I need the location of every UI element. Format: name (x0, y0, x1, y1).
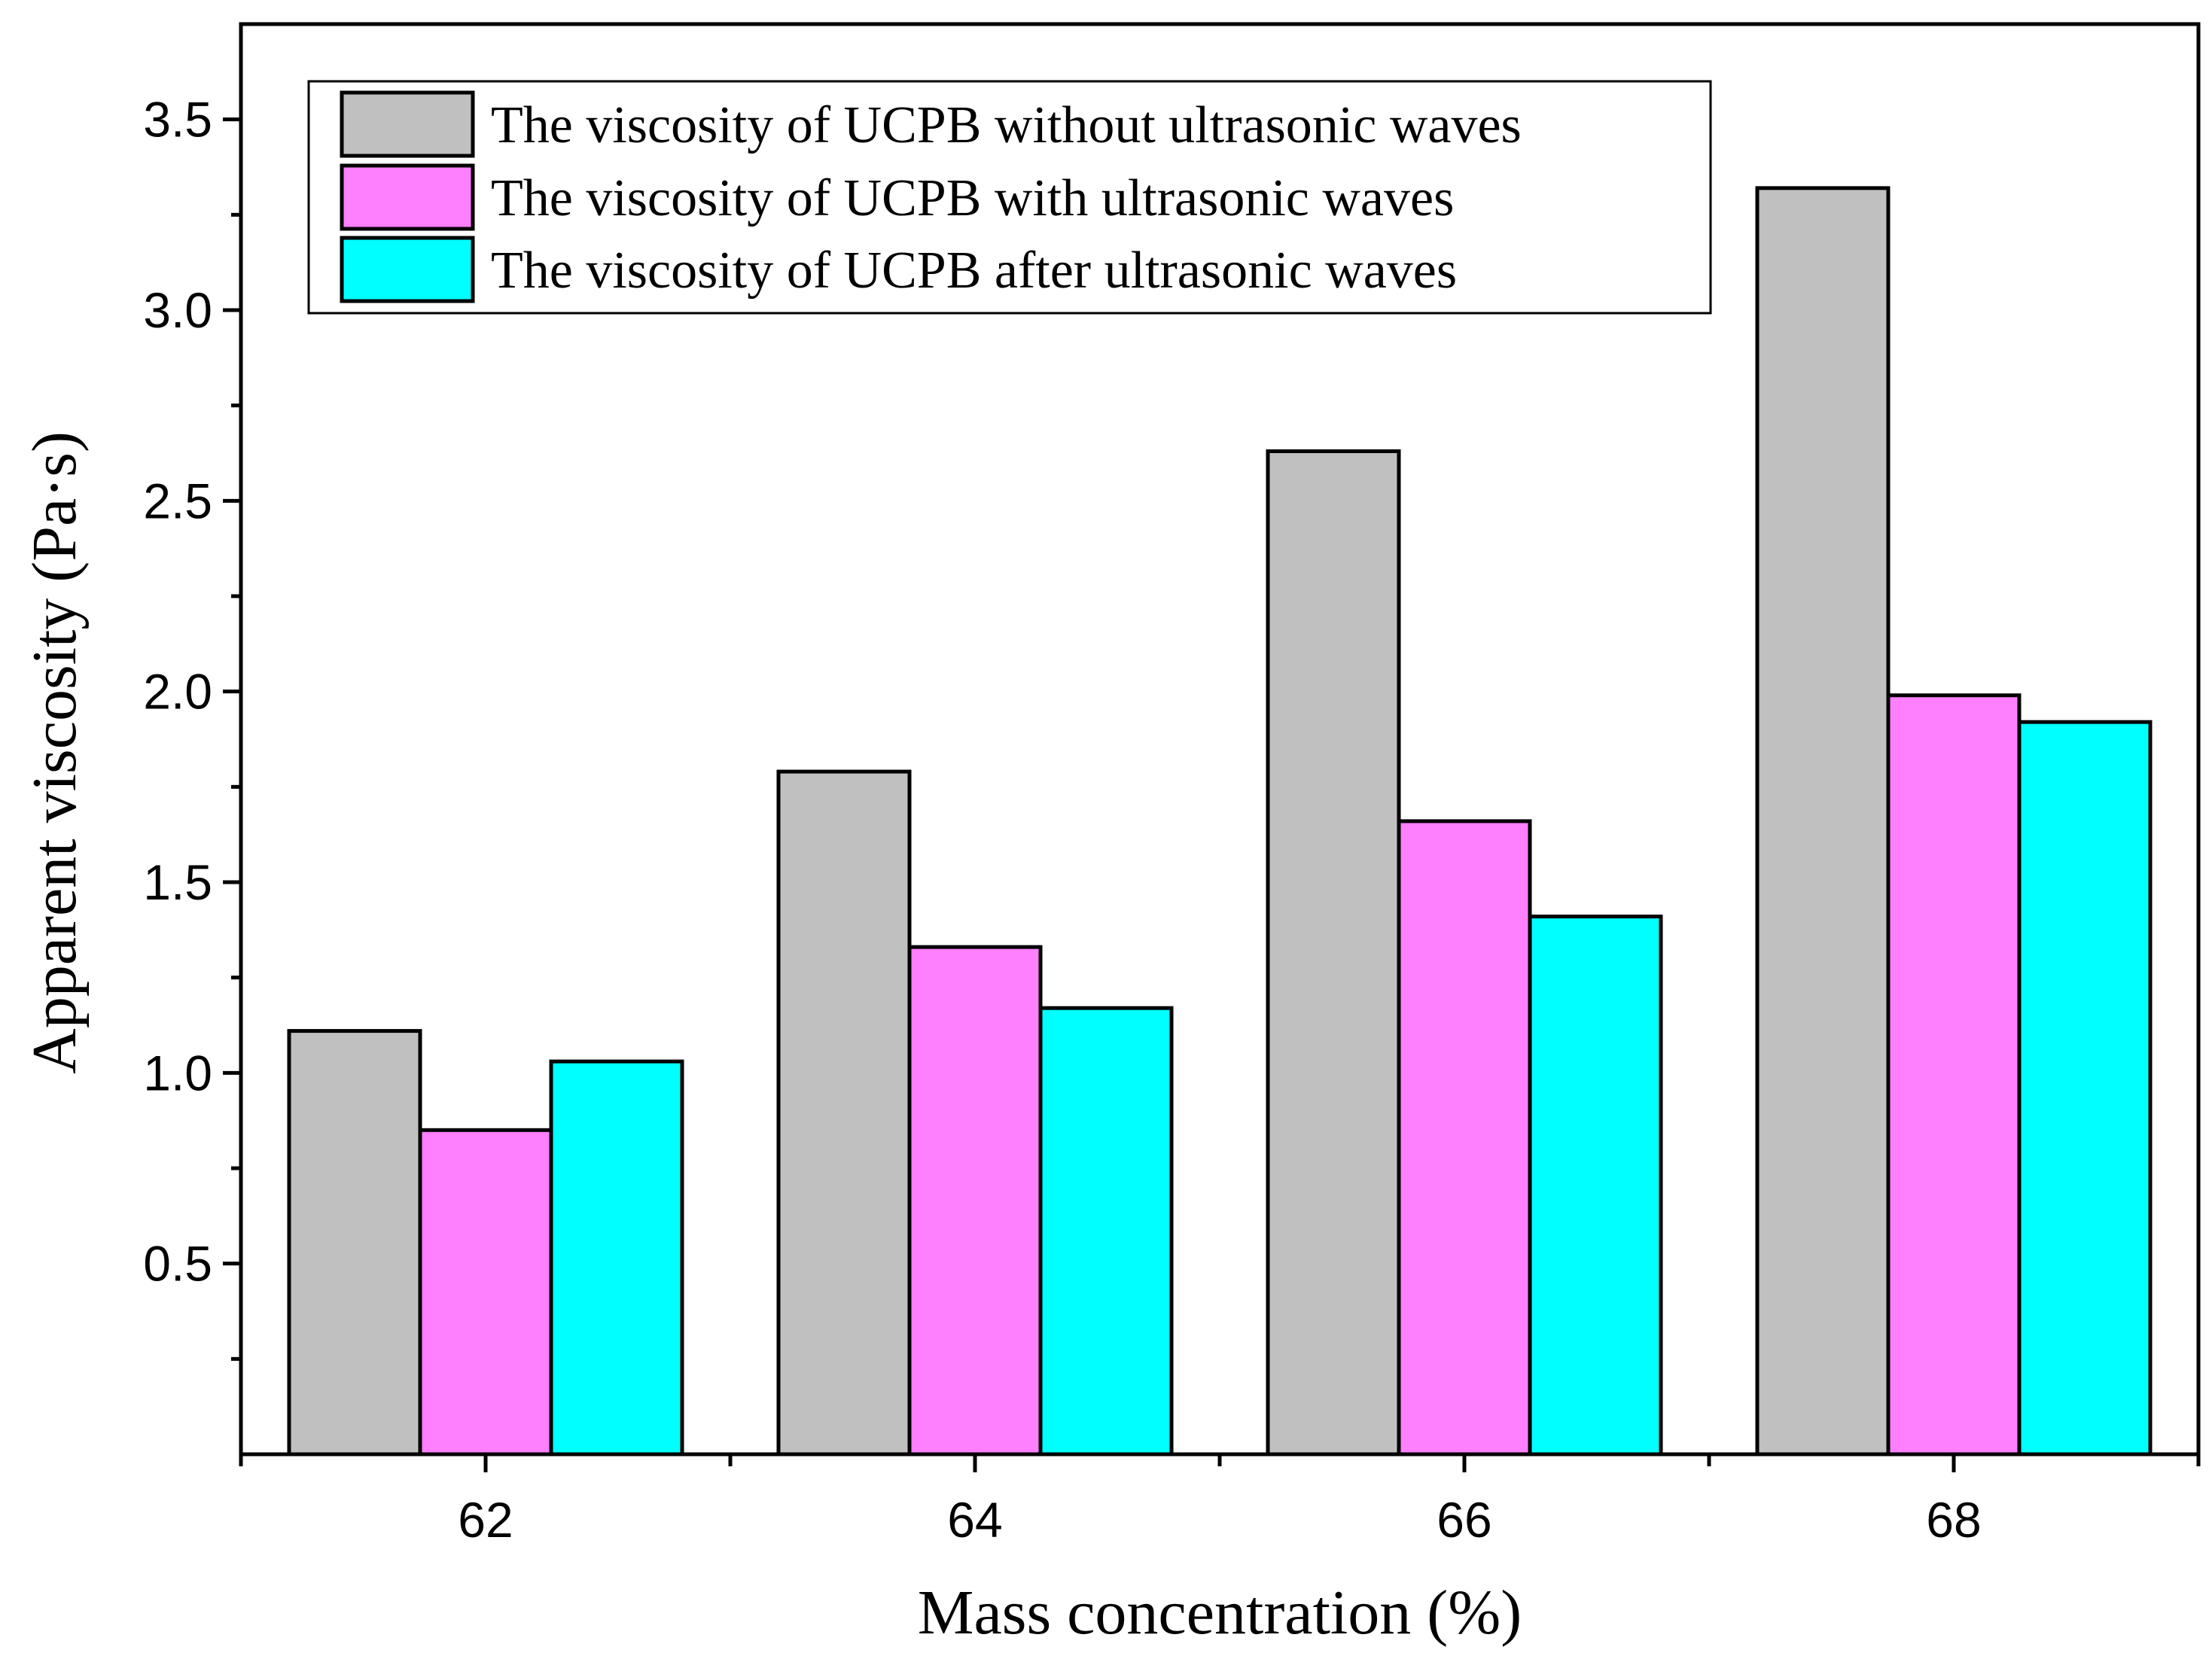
x-tick-label: 66 (1437, 1492, 1491, 1548)
legend-swatch-1 (340, 90, 475, 158)
bar-66-series-3 (1528, 915, 1663, 1457)
bar-66-series-1 (1266, 449, 1401, 1457)
bar-66-series-2 (1397, 819, 1532, 1457)
bar-62-series-1 (287, 1029, 422, 1457)
y-tick-label: 1.0 (143, 1045, 212, 1100)
legend: The viscosity of UCPB without ultrasonic… (307, 80, 1712, 315)
x-tick-label: 68 (1926, 1492, 1981, 1548)
y-tick-label: 2.5 (143, 473, 212, 528)
legend-swatch-2 (340, 163, 475, 231)
y-tick-label: 2.0 (143, 664, 212, 720)
bars-group (287, 186, 2153, 1457)
legend-label-1: The viscosity of UCPB without ultrasonic… (491, 96, 1522, 154)
bar-62-series-3 (549, 1059, 684, 1457)
legend-label-2: The viscosity of UCPB with ultrasonic wa… (491, 169, 1454, 227)
x-axis-ticks: 62 64 66 68 (239, 1454, 2201, 1548)
y-tick-label: 3.5 (143, 92, 212, 148)
y-tick-label: 3.0 (143, 282, 212, 338)
y-axis-title: Apparent viscosity (Pa·s) (20, 431, 90, 1074)
bar-62-series-2 (418, 1128, 553, 1457)
legend-frame (307, 80, 1712, 315)
bar-68-series-3 (2017, 720, 2153, 1457)
x-axis-title: Mass concentration (%) (918, 1578, 1522, 1648)
y-tick-label: 1.5 (143, 854, 212, 910)
x-tick-label: 64 (947, 1492, 1002, 1548)
y-tick-label: 0.5 (143, 1236, 212, 1292)
legend-swatch-3 (340, 236, 475, 303)
bar-64-series-1 (776, 769, 912, 1457)
bar-64-series-2 (907, 945, 1043, 1457)
bar-68-series-1 (1755, 186, 1891, 1457)
x-tick-label: 62 (458, 1492, 513, 1548)
y-axis-ticks: 0.5 1.0 1.5 2.0 2.5 3.0 3.5 (143, 92, 241, 1361)
bar-68-series-2 (1886, 693, 2022, 1457)
legend-label-3: The viscosity of UCPB after ultrasonic w… (491, 242, 1457, 300)
bar-64-series-3 (1038, 1006, 1174, 1457)
